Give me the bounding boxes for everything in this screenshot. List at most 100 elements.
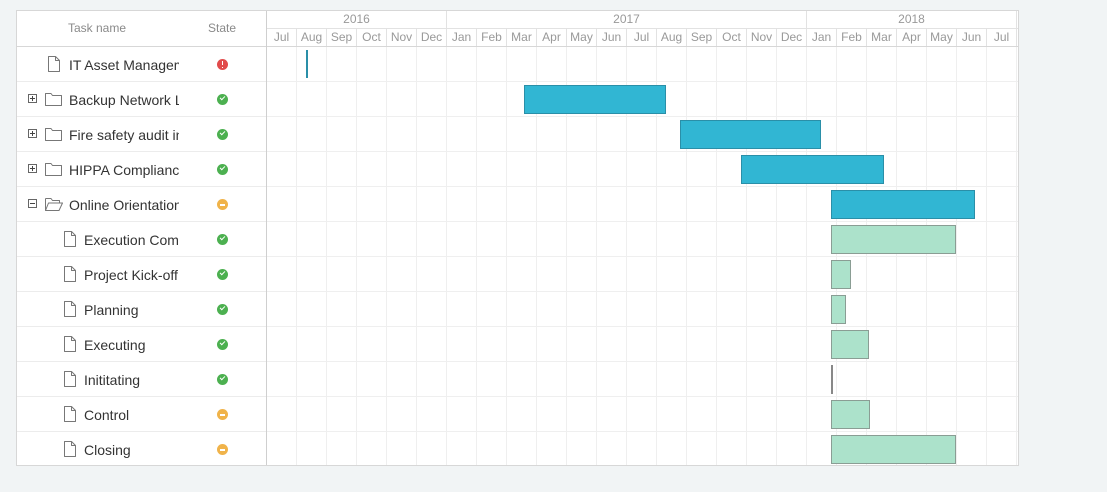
project-bar[interactable] — [523, 85, 666, 114]
year-label: 2016 — [267, 11, 447, 28]
expand-toggle[interactable] — [28, 164, 37, 173]
milestone-marker[interactable] — [306, 50, 308, 78]
minus-circle-icon — [217, 199, 228, 210]
file-icon — [64, 441, 76, 457]
month-label: May — [567, 29, 597, 46]
task-name: Fire safety audit in — [69, 127, 179, 143]
file-icon — [64, 266, 76, 282]
month-label: Jul — [267, 29, 297, 46]
check-circle-icon — [217, 374, 228, 385]
task-row[interactable]: HIPPA Compliance — [17, 152, 266, 187]
year-label: 2017 — [447, 11, 807, 28]
file-icon — [64, 301, 76, 317]
column-header-state[interactable]: State — [208, 21, 237, 35]
task-name: Planning — [84, 302, 139, 318]
month-label: Aug — [297, 29, 327, 46]
month-label: Mar — [867, 29, 897, 46]
task-name: Execution Comp — [84, 232, 179, 248]
task-bar[interactable] — [831, 260, 851, 289]
month-label: Oct — [717, 29, 747, 46]
grid-line-horizontal — [267, 221, 1018, 222]
month-label: Oct — [357, 29, 387, 46]
month-label: Dec — [417, 29, 447, 46]
task-row[interactable]: Online Orientation — [17, 187, 266, 222]
task-name: Online Orientation — [69, 197, 179, 213]
file-icon — [64, 231, 76, 247]
grid-line-horizontal — [267, 291, 1018, 292]
task-row[interactable]: Closing — [17, 432, 266, 465]
grid-line-horizontal — [267, 151, 1018, 152]
grid-line-horizontal — [267, 116, 1018, 117]
month-label: Feb — [837, 29, 867, 46]
task-name: Project Kick-off I — [84, 267, 179, 283]
project-bar[interactable] — [831, 190, 975, 219]
month-label: Jul — [987, 29, 1017, 46]
month-label: Mar — [507, 29, 537, 46]
grid-line-horizontal — [267, 326, 1018, 327]
file-icon — [64, 336, 76, 352]
task-name: IT Asset Managem — [69, 57, 179, 73]
task-row[interactable]: Executing — [17, 327, 266, 362]
task-row[interactable]: Execution Comp — [17, 222, 266, 257]
month-label: Apr — [537, 29, 567, 46]
folder-icon — [45, 128, 62, 141]
month-label: Nov — [747, 29, 777, 46]
grid-line-horizontal — [267, 431, 1018, 432]
check-circle-icon — [217, 94, 228, 105]
month-label: Aug — [657, 29, 687, 46]
task-row[interactable]: Fire safety audit in — [17, 117, 266, 152]
check-circle-icon — [217, 304, 228, 315]
alert-circle-icon — [217, 59, 228, 70]
task-bar[interactable] — [831, 400, 870, 429]
check-circle-icon — [217, 234, 228, 245]
timeline-month-scale: Jul Aug Sep Oct Nov Dec Jan Feb Mar Apr May Jun Jul A… — [267, 29, 1018, 47]
gantt-chart: Task name State IT Asset Managem Backup N… — [16, 10, 1019, 466]
month-label: Sep — [327, 29, 357, 46]
month-label: Feb — [477, 29, 507, 46]
task-bar[interactable] — [831, 435, 956, 464]
month-label: Jan — [447, 29, 477, 46]
task-bar[interactable] — [831, 225, 956, 254]
month-label: Nov — [387, 29, 417, 46]
grid-line-horizontal — [267, 361, 1018, 362]
collapse-toggle[interactable] — [28, 199, 37, 208]
check-circle-icon — [217, 269, 228, 280]
month-label: Jun — [957, 29, 987, 46]
task-row[interactable]: Control — [17, 397, 266, 432]
timeline: 2016 2017 2018 Jul Aug Sep Oct Nov Dec Jan Feb Mar… — [267, 11, 1018, 465]
grid-header: Task name State — [17, 11, 266, 47]
file-icon — [64, 371, 76, 387]
task-row[interactable]: Backup Network Li — [17, 82, 266, 117]
task-row[interactable]: Inititating — [17, 362, 266, 397]
task-row[interactable]: IT Asset Managem — [17, 47, 266, 82]
minus-circle-icon — [217, 409, 228, 420]
month-label: Apr — [897, 29, 927, 46]
grid-line-horizontal — [267, 396, 1018, 397]
expand-toggle[interactable] — [28, 94, 37, 103]
month-label: Jul — [627, 29, 657, 46]
task-name: Executing — [84, 337, 146, 353]
minus-circle-icon — [217, 444, 228, 455]
expand-toggle[interactable] — [28, 129, 37, 138]
task-name: Inititating — [84, 372, 141, 388]
check-circle-icon — [217, 129, 228, 140]
month-label: May — [927, 29, 957, 46]
task-bar[interactable] — [831, 330, 869, 359]
project-bar[interactable] — [679, 120, 821, 149]
grid-line-horizontal — [267, 81, 1018, 82]
milestone-marker[interactable] — [831, 365, 833, 394]
grid-line-horizontal — [267, 256, 1018, 257]
column-header-task-name[interactable]: Task name — [68, 21, 127, 35]
task-grid: Task name State IT Asset Managem Backup N… — [17, 11, 267, 465]
file-icon — [48, 56, 60, 72]
task-name: Backup Network Li — [69, 92, 179, 108]
task-row[interactable]: Project Kick-off I — [17, 257, 266, 292]
task-bar[interactable] — [831, 295, 846, 324]
year-label: 2018 — [807, 11, 1017, 28]
month-label: Dec — [777, 29, 807, 46]
grid-line-horizontal — [267, 186, 1018, 187]
project-bar[interactable] — [741, 155, 884, 184]
task-name: Control — [84, 407, 130, 423]
task-row[interactable]: Planning — [17, 292, 266, 327]
task-name: Closing — [84, 442, 131, 458]
